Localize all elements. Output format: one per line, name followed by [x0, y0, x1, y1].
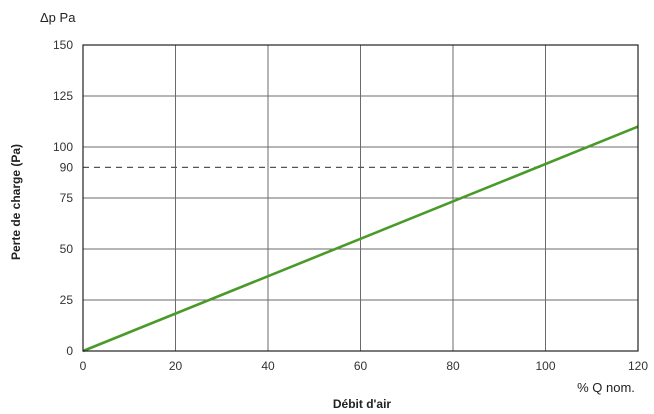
y-tick-label: 0 — [66, 344, 73, 358]
x-tick-label: 80 — [446, 359, 460, 373]
y-tick-labels: 0 25 50 75 90 100 125 150 — [53, 38, 73, 358]
y-unit-label: Δp Pa — [40, 10, 76, 25]
y-tick-label: 75 — [60, 191, 74, 205]
y-tick-label: 100 — [53, 140, 73, 154]
x-unit-label: % Q nom. — [577, 380, 635, 395]
plot-frame — [82, 44, 639, 352]
series-line-0 — [82, 125, 639, 353]
x-tick-label: 0 — [80, 359, 87, 373]
y-tick-label: 25 — [60, 293, 74, 307]
y-tick-label: 150 — [53, 38, 73, 52]
y-axis-label: Perte de charge (Pa) — [9, 144, 23, 260]
x-axis-label: Débit d'air — [333, 397, 392, 411]
x-tick-label: 100 — [535, 359, 555, 373]
grid — [83, 45, 638, 351]
y-tick-label: 125 — [53, 89, 73, 103]
y-tick-label: 90 — [60, 160, 74, 174]
x-tick-label: 40 — [261, 359, 275, 373]
x-tick-labels: 0 20 40 60 80 100 120 — [80, 359, 649, 373]
series-group — [82, 125, 639, 353]
y-tick-label: 50 — [60, 242, 74, 256]
x-tick-label: 60 — [354, 359, 368, 373]
x-tick-label: 20 — [169, 359, 183, 373]
x-tick-label: 120 — [628, 359, 648, 373]
